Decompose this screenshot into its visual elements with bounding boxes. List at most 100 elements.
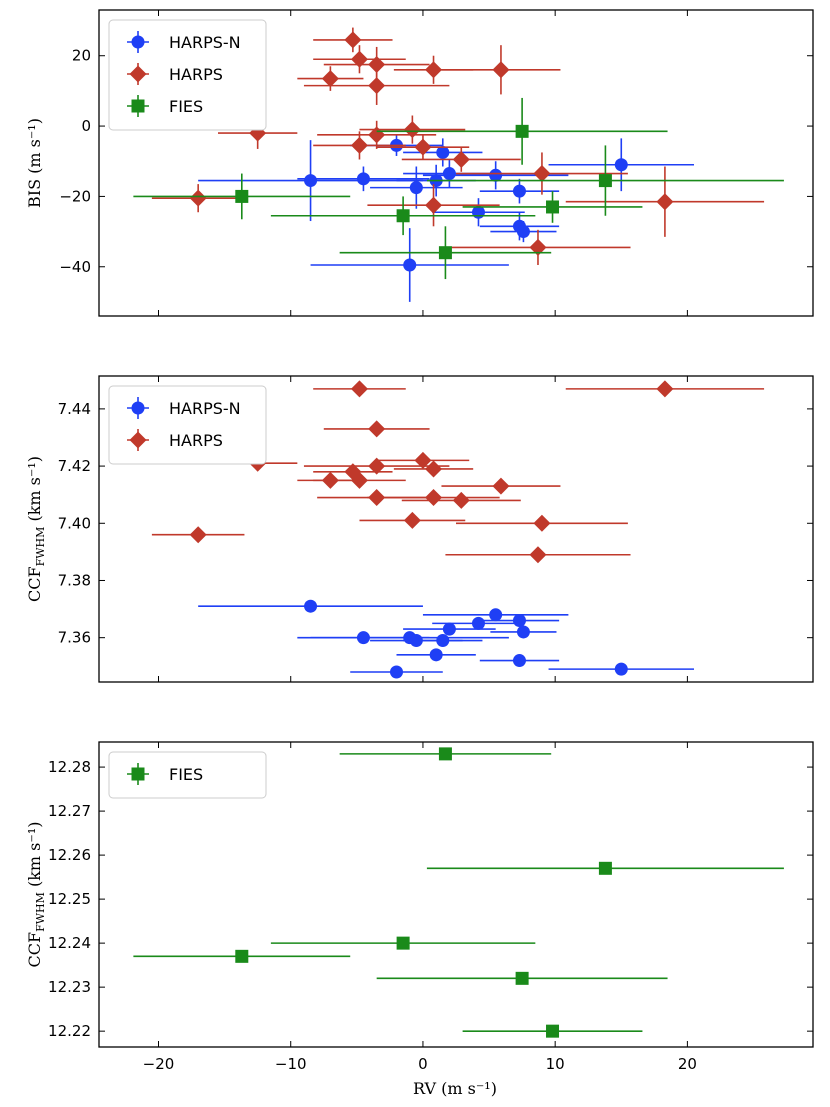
- data-point: [492, 477, 510, 495]
- series-fies: [133, 747, 784, 1038]
- legend-marker: [129, 65, 147, 83]
- data-point: [516, 625, 530, 639]
- legend-label: HARPS: [169, 65, 223, 84]
- series-harps-n: [198, 134, 694, 302]
- y-axis-label: CCFFWHM (km s⁻¹): [25, 456, 47, 602]
- data-point: [533, 165, 551, 183]
- x-tick-label: 10: [546, 1055, 565, 1073]
- data-point: [656, 193, 674, 211]
- data-point: [614, 662, 628, 676]
- data-point: [436, 145, 450, 159]
- data-point: [350, 50, 368, 68]
- fwhm-harps-panel: 7.36 7.38 7.40 7.42 7.44 CCFFWHM (km s⁻¹) HARP…: [25, 375, 814, 683]
- data-point: [368, 457, 386, 475]
- data-point: [598, 174, 612, 188]
- data-point: [350, 471, 368, 489]
- legend-entry-harps-n: HARPS-N: [127, 397, 241, 419]
- legend-marker: [131, 767, 145, 781]
- data-point: [425, 61, 443, 79]
- data-point: [533, 514, 551, 532]
- data-point: [489, 608, 503, 622]
- data-point: [512, 614, 526, 628]
- y-tick-label: −40: [59, 258, 91, 276]
- data-point: [516, 225, 530, 239]
- legend-label: HARPS-N: [169, 399, 241, 418]
- data-point: [356, 631, 370, 645]
- data-point: [403, 511, 421, 529]
- y-tick-label: 7.44: [58, 400, 91, 418]
- data-point: [425, 460, 443, 478]
- data-point: [442, 167, 456, 181]
- data-point: [515, 124, 529, 138]
- data-point: [452, 150, 470, 168]
- y-axis-label: BIS (m s⁻¹): [25, 118, 44, 208]
- data-point: [235, 189, 249, 203]
- data-point: [515, 971, 529, 985]
- data-point: [546, 200, 560, 214]
- y-tick-label: 7.36: [58, 629, 91, 647]
- legend-entry-fies: FIES: [127, 763, 203, 785]
- y-tick-label: 12.28: [48, 758, 91, 776]
- y-tick-label: 12.27: [48, 802, 91, 820]
- data-point: [438, 246, 452, 260]
- data-point: [304, 174, 318, 188]
- data-point: [403, 258, 417, 272]
- data-point: [471, 616, 485, 630]
- legend: HARPS-N HARPS FIES: [108, 19, 267, 131]
- data-point: [344, 31, 362, 49]
- data-point: [492, 61, 510, 79]
- bis-panel: −40 −20 0 20 BIS (m s⁻¹) HARPS-N HARPS FIES: [25, 9, 814, 317]
- data-point: [409, 181, 423, 195]
- data-point: [512, 184, 526, 198]
- legend-box: [108, 385, 267, 465]
- fwhm-fies-panel: −20 −10 0 10 20 12.22 12.23 12.24 12.25 12.26 12.2…: [25, 741, 814, 1073]
- y-tick-label: 12.25: [48, 890, 91, 908]
- legend-label: FIES: [169, 765, 203, 784]
- data-point: [598, 861, 612, 875]
- data-point: [656, 380, 674, 398]
- axes-frame: [98, 741, 814, 1048]
- data-point: [442, 622, 456, 636]
- legend-entry-harps-n: HARPS-N: [127, 31, 241, 53]
- y-tick-label: 7.40: [58, 514, 91, 532]
- data-point: [409, 634, 423, 648]
- data-point: [438, 747, 452, 761]
- legend: HARPS-N HARPS: [108, 385, 267, 465]
- legend-entry-fies: FIES: [127, 95, 203, 117]
- legend-entry-harps: HARPS: [127, 429, 223, 451]
- legend-label: HARPS-N: [169, 33, 241, 52]
- data-point: [403, 121, 421, 139]
- data-point: [235, 949, 249, 963]
- x-axis-label: RV (m s⁻¹): [413, 1079, 497, 1098]
- data-point: [425, 196, 443, 214]
- data-point: [436, 634, 450, 648]
- data-point: [350, 380, 368, 398]
- data-point: [614, 158, 628, 172]
- y-tick-label: −20: [59, 187, 91, 205]
- y-tick-label: 12.22: [48, 1022, 91, 1040]
- y-tick-label: 12.26: [48, 846, 91, 864]
- data-point: [529, 238, 547, 256]
- x-tick-label: −20: [143, 1055, 175, 1073]
- data-point: [321, 70, 339, 88]
- legend-box: [108, 19, 267, 131]
- x-tick-label: 0: [418, 1055, 428, 1073]
- data-point: [350, 136, 368, 154]
- y-tick-label: 20: [72, 47, 91, 65]
- axes-frame: [98, 375, 814, 683]
- data-point: [429, 648, 443, 662]
- legend-label: FIES: [169, 97, 203, 116]
- data-point: [189, 526, 207, 544]
- series-fies: [133, 97, 784, 280]
- data-point: [396, 936, 410, 950]
- legend-entry-harps: HARPS: [127, 63, 223, 85]
- data-point: [396, 209, 410, 223]
- y-axis-label: CCFFWHM (km s⁻¹): [25, 822, 47, 968]
- legend: FIES: [108, 751, 267, 799]
- data-point: [414, 451, 432, 469]
- data-point: [529, 546, 547, 564]
- data-point: [368, 420, 386, 438]
- data-point: [425, 489, 443, 507]
- axes-frame: [98, 9, 814, 317]
